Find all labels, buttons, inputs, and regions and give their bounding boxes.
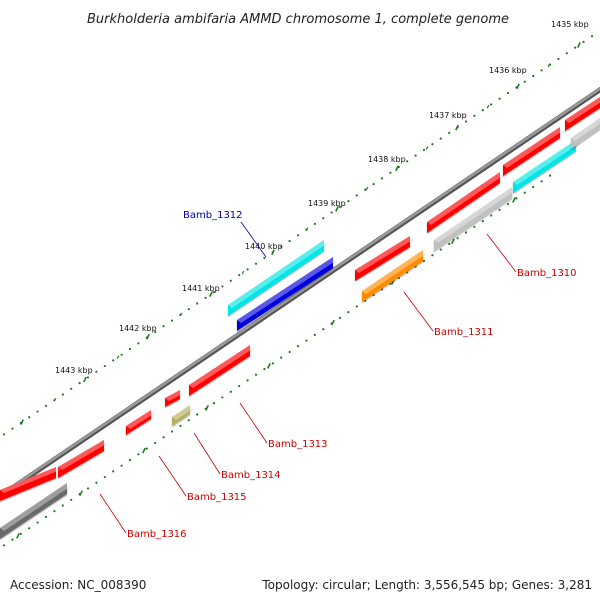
genome-summary-text: Topology: circular; Length: 3,556,545 bp…: [262, 578, 592, 592]
feature-bamb-1311[interactable]: [362, 250, 427, 302]
tick-label-1435: 1435 kbp: [551, 20, 589, 29]
inner-dotted-line: [2, 174, 552, 547]
feature-gray-1[interactable]: [434, 187, 516, 251]
feature-bamb-1315-a[interactable]: [165, 390, 184, 407]
gene-label-bamb-1312[interactable]: Bamb_1312: [183, 210, 243, 221]
label-leader-lines: [99, 221, 517, 534]
feature-cds-6[interactable]: [0, 467, 60, 501]
gene-label-bamb-1313[interactable]: Bamb_1313: [268, 439, 328, 450]
ruler-dotted-line: [2, 35, 594, 436]
feature-pseudo-dark[interactable]: [0, 483, 71, 539]
feature-bamb-1314[interactable]: [172, 405, 194, 426]
gene-label-bamb-1315[interactable]: Bamb_1315: [187, 492, 247, 503]
tick-label-1441: 1441 kbp: [182, 284, 220, 293]
tick-label-1438: 1438 kbp: [368, 155, 406, 164]
feature-cds-2[interactable]: [427, 172, 504, 233]
gene-label-bamb-1310[interactable]: Bamb_1310: [517, 268, 577, 279]
gene-label-bamb-1314[interactable]: Bamb_1314: [221, 470, 281, 481]
feature-highlight-cyan-2[interactable]: [513, 140, 580, 193]
feature-cds-5[interactable]: [58, 440, 108, 478]
feature-bamb-1312[interactable]: [237, 257, 337, 331]
tick-label-1442: 1442 kbp: [119, 324, 157, 333]
chromosome-backbone-highlight: [0, 87, 600, 497]
feature-gray-2[interactable]: [571, 118, 600, 149]
feature-cds-3[interactable]: [503, 127, 564, 176]
ruler-ticks: [20, 42, 581, 425]
gene-labels: Bamb_1312 Bamb_1310 Bamb_1311 Bamb_1313 …: [127, 210, 577, 540]
ruler-labels: 1435 kbp 1436 kbp 1437 kbp 1438 kbp 1439…: [55, 20, 589, 375]
feature-highlight-cyan[interactable]: [228, 240, 328, 316]
accession-text: Accession: NC_008390: [10, 578, 147, 592]
tick-label-1436: 1436 kbp: [489, 66, 527, 75]
tick-label-1437: 1437 kbp: [429, 111, 467, 120]
feature-bamb-1313[interactable]: [189, 345, 254, 396]
feature-cds-4[interactable]: [565, 97, 600, 131]
tick-label-1443: 1443 kbp: [55, 366, 93, 375]
feature-bamb-1315[interactable]: [126, 410, 155, 435]
feature-cds-1[interactable]: [355, 236, 414, 281]
gene-label-bamb-1316[interactable]: Bamb_1316: [127, 529, 187, 540]
tick-label-1440: 1440 kbp: [245, 242, 283, 251]
gene-features: [0, 97, 600, 539]
map-title: Burkholderia ambifaria AMMD chromosome 1…: [87, 12, 509, 27]
gene-label-bamb-1311[interactable]: Bamb_1311: [434, 327, 494, 338]
tick-label-1439: 1439 kbp: [308, 199, 346, 208]
